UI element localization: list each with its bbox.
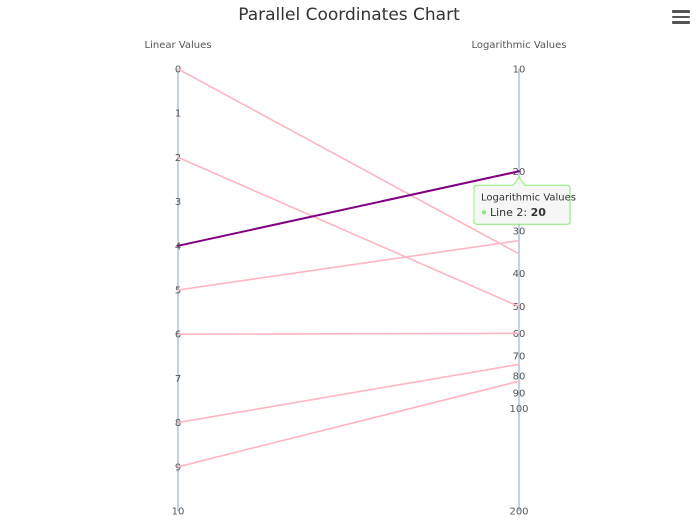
hamburger-menu-icon[interactable] xyxy=(672,10,690,26)
tick-label: 10 xyxy=(172,507,185,518)
tick-label: 70 xyxy=(513,352,526,363)
series-line[interactable] xyxy=(177,239,520,291)
lines-layer xyxy=(177,68,520,468)
tick-label: 30 xyxy=(513,227,526,238)
tooltip-title: Logarithmic Values xyxy=(481,192,576,203)
series-line[interactable] xyxy=(177,363,520,424)
tick-label: 90 xyxy=(513,389,526,400)
series-line[interactable] xyxy=(177,68,520,255)
tooltip-number: 20 xyxy=(531,206,547,219)
series-line[interactable] xyxy=(177,332,520,336)
menu-bar xyxy=(672,21,690,24)
tick-label: 2 xyxy=(175,153,181,164)
tick-label: 8 xyxy=(175,418,181,429)
tooltip: Logarithmic Values Line 2: 20 xyxy=(473,176,576,226)
tick-label: 100 xyxy=(509,404,528,415)
tooltip-marker xyxy=(481,210,487,215)
chart-title: Parallel Coordinates Chart xyxy=(238,5,460,25)
axis-title: Linear Values xyxy=(145,40,212,51)
tick-label: 5 xyxy=(175,286,181,297)
tick-label: 1 xyxy=(175,109,181,120)
tick-label: 60 xyxy=(513,329,526,340)
tooltip-value: Line 2: 20 xyxy=(490,206,546,219)
tick-label: 7 xyxy=(175,374,181,385)
series-line[interactable] xyxy=(177,156,520,308)
series-line-highlighted[interactable] xyxy=(177,170,520,247)
menu-bar xyxy=(672,15,690,18)
tick-label: 0 xyxy=(175,65,181,76)
series-line[interactable] xyxy=(177,380,520,468)
tick-label: 6 xyxy=(175,330,181,341)
tick-label: 200 xyxy=(509,507,528,518)
tick-label: 3 xyxy=(175,197,181,208)
axis-title: Logarithmic Values xyxy=(471,40,566,51)
tick-label: 50 xyxy=(513,302,526,313)
tick-label: 9 xyxy=(175,462,181,473)
highlight-layer xyxy=(177,170,520,247)
tooltip-label: Line 2: xyxy=(490,206,531,219)
tooltip-box xyxy=(473,176,571,225)
tick-label: 10 xyxy=(513,65,526,76)
tick-label: 40 xyxy=(513,269,526,280)
tick-label: 80 xyxy=(513,371,526,382)
menu-bar xyxy=(672,10,690,13)
